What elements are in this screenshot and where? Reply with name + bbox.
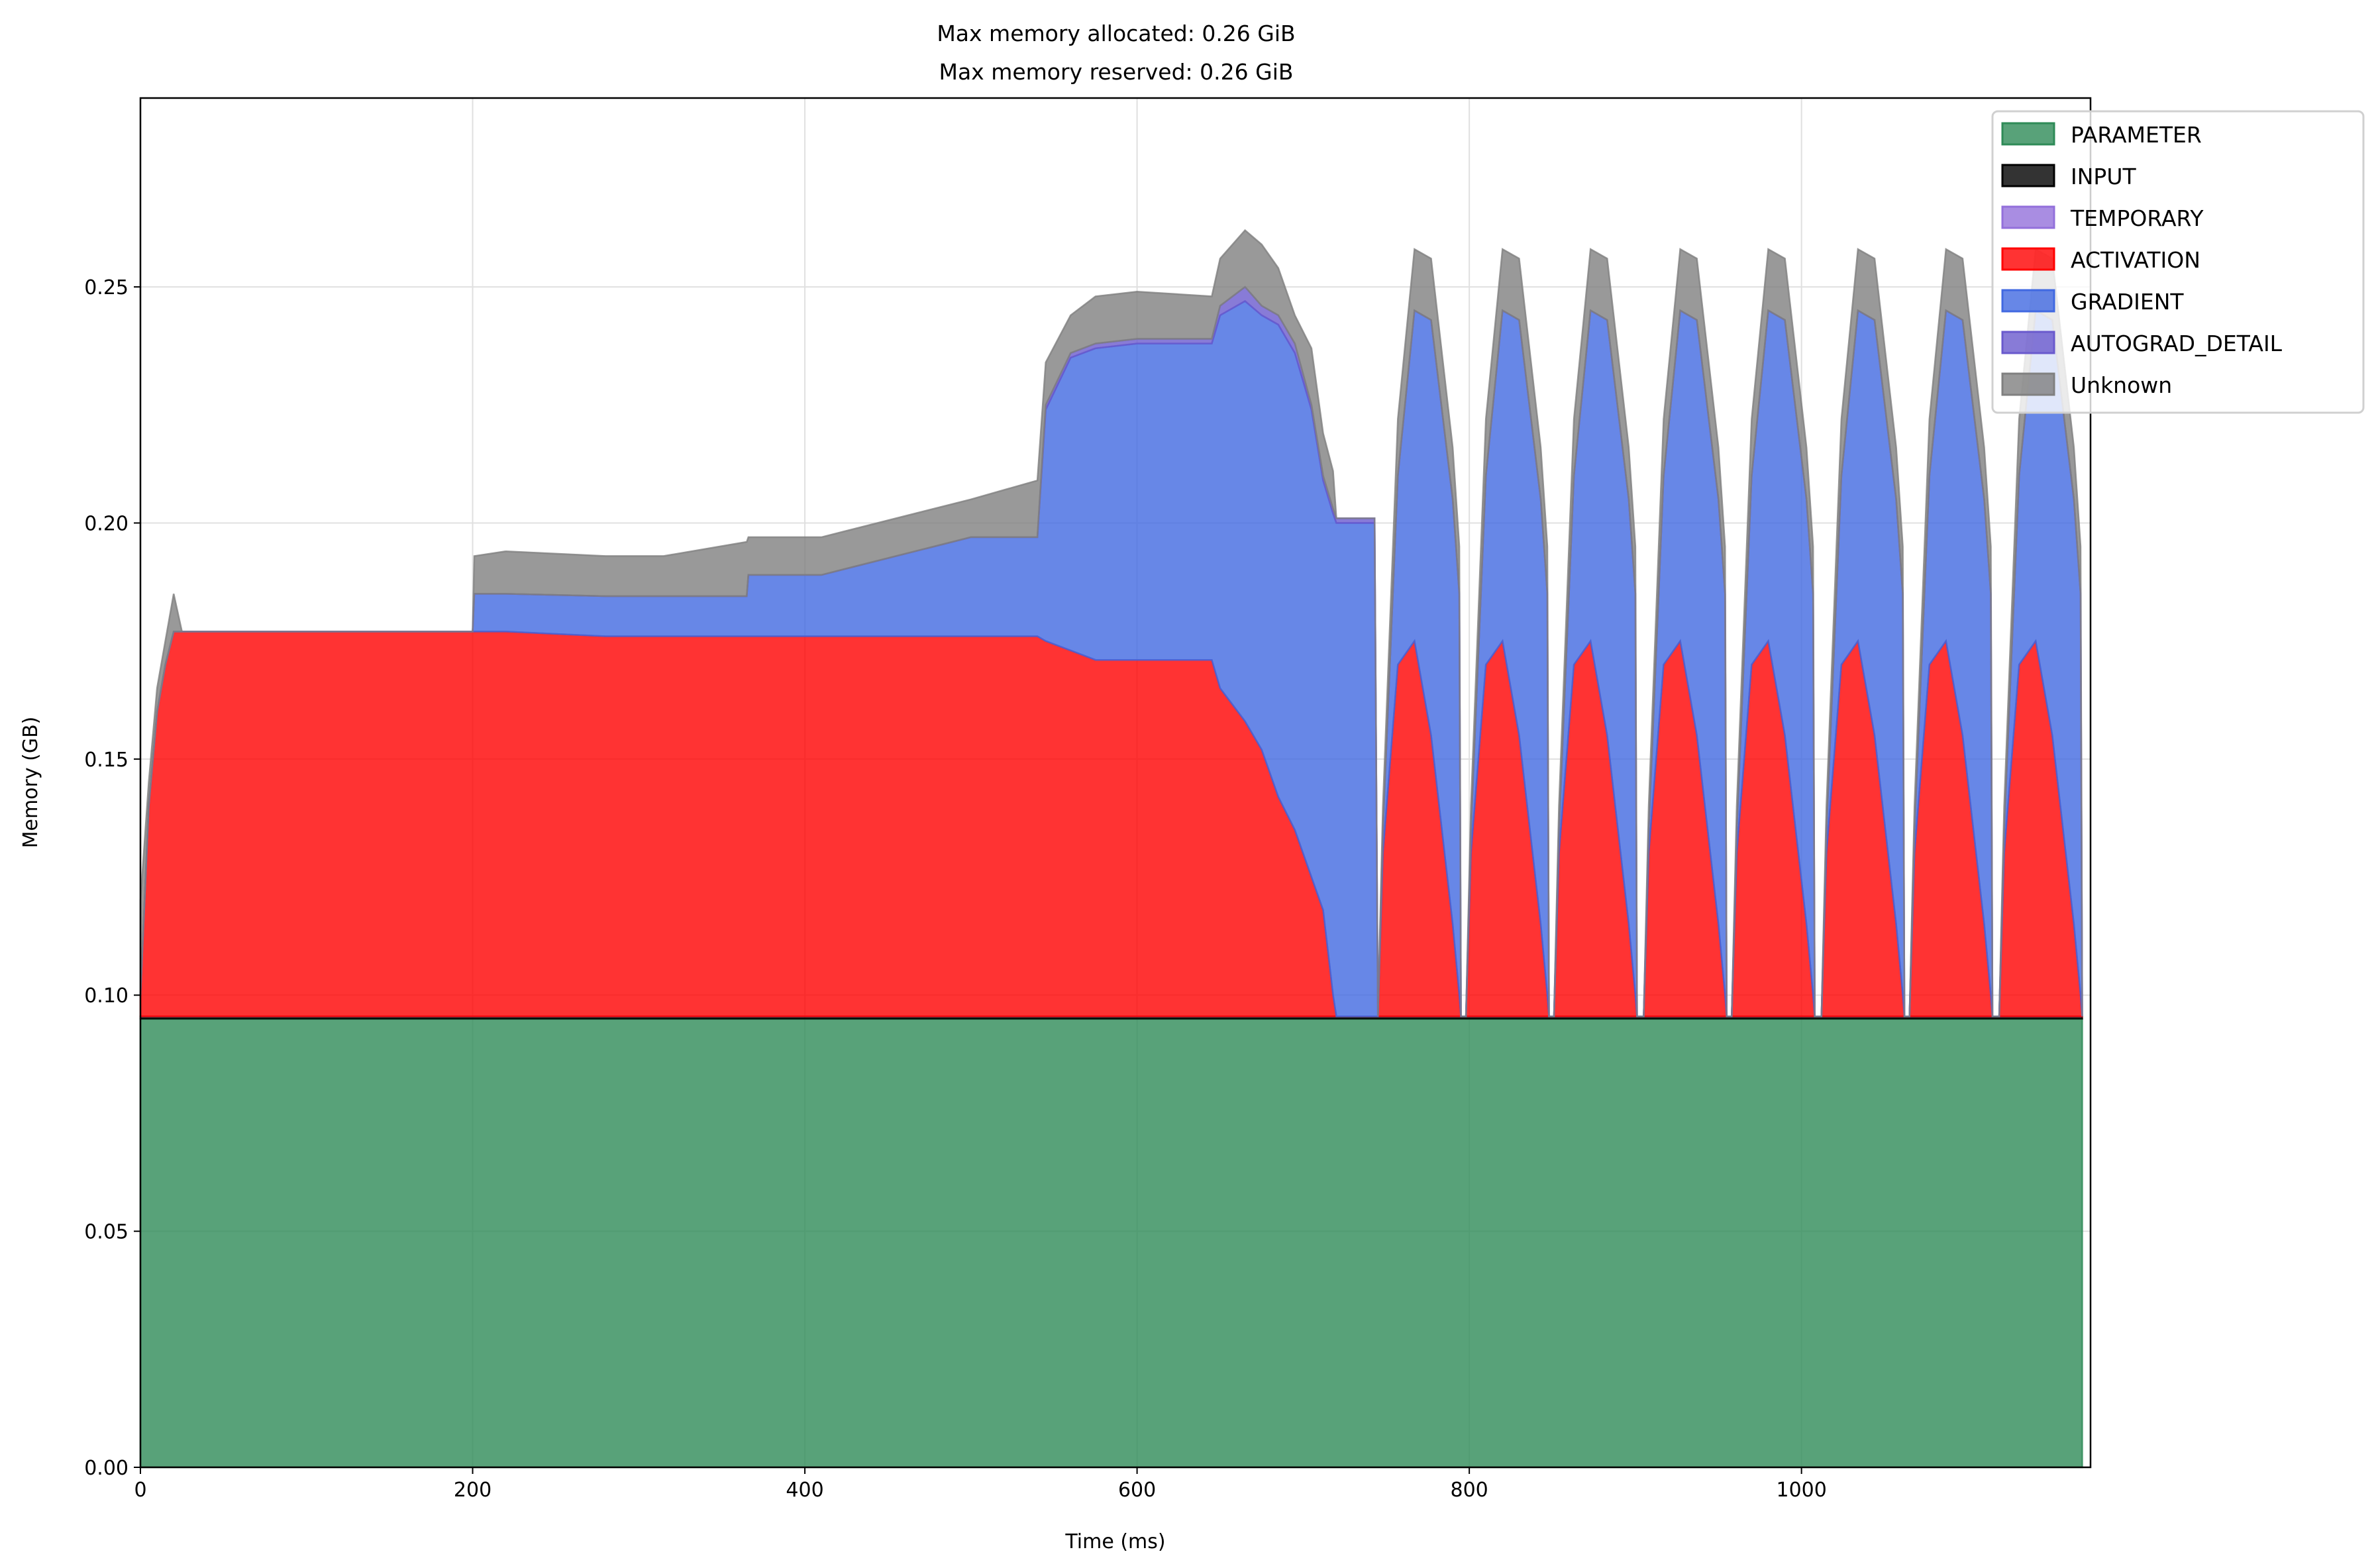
legend-label: AUTOGRAD_DETAIL bbox=[2071, 331, 2283, 356]
legend-swatch bbox=[2001, 289, 2055, 313]
legend-label: GRADIENT bbox=[2071, 289, 2184, 315]
area-unknown bbox=[139, 229, 2083, 1018]
x-tick-label: 0 bbox=[134, 1479, 146, 1502]
x-axis-label: Time (ms) bbox=[1064, 1530, 1165, 1553]
legend-swatch bbox=[2001, 164, 2055, 187]
stacked-areas bbox=[139, 229, 2083, 1469]
plot-frame bbox=[139, 97, 2092, 1469]
y-axis-label: Memory (GB) bbox=[19, 717, 42, 849]
x-tick-label: 400 bbox=[786, 1479, 823, 1502]
x-tick-label: 600 bbox=[1118, 1479, 1156, 1502]
chart-title-line-2: Max memory reserved: 0.26 GiB bbox=[939, 59, 1293, 85]
y-tick-label: 0.20 bbox=[84, 512, 129, 535]
area-parameter bbox=[139, 1018, 2083, 1469]
legend-swatch bbox=[2001, 205, 2055, 229]
legend-label: ACTIVATION bbox=[2071, 247, 2200, 273]
y-tick-label: 0.15 bbox=[84, 749, 129, 772]
x-tick-label: 200 bbox=[454, 1479, 491, 1502]
axis-ticks: 0 200 400 600 800 1000 0.00 0.05 0.10 0.15 0.20 0.2… bbox=[84, 276, 1827, 1502]
x-tick-label: 800 bbox=[1451, 1479, 1488, 1502]
chart-title-line-1: Max memory allocated: 0.26 GiB bbox=[937, 21, 1295, 46]
legend-swatch bbox=[2001, 372, 2055, 396]
legend-swatch bbox=[2001, 331, 2055, 354]
y-tick-label: 0.10 bbox=[84, 984, 129, 1008]
legend-box bbox=[1991, 110, 2365, 414]
y-tick-label: 0.00 bbox=[84, 1457, 129, 1480]
legend-swatch bbox=[2001, 247, 2055, 271]
legend-label: TEMPORARY bbox=[2070, 205, 2204, 231]
legend: PARAMETER INPUT TEMPORARY ACTIVATION GRADIEN… bbox=[1991, 110, 2365, 414]
legend-label: PARAMETER bbox=[2071, 122, 2202, 148]
y-tick-label: 0.05 bbox=[84, 1221, 129, 1244]
legend-swatch bbox=[2001, 122, 2055, 146]
legend-label: INPUT bbox=[2071, 164, 2136, 189]
legend-label: Unknown bbox=[2071, 372, 2172, 398]
x-tick-label: 1000 bbox=[1776, 1479, 1826, 1502]
y-tick-label: 0.25 bbox=[84, 276, 129, 299]
